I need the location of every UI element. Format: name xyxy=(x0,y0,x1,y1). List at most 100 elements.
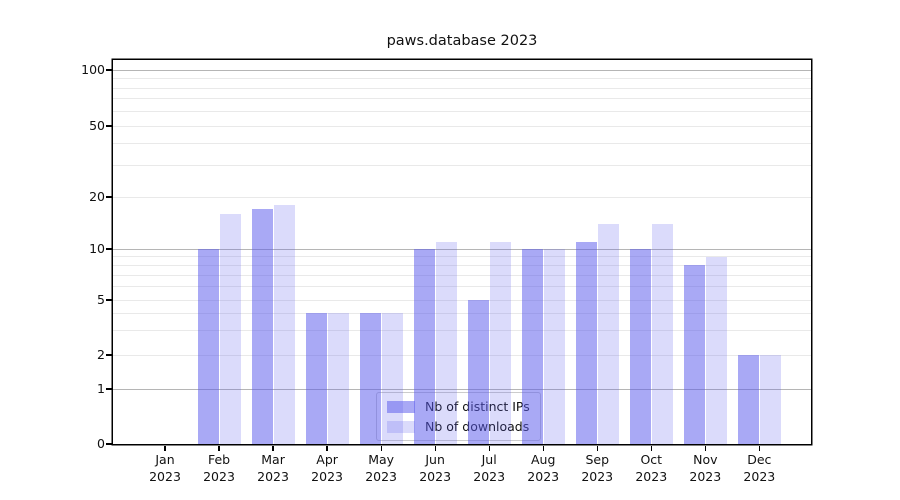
y-tick-mark-5 xyxy=(106,299,112,301)
x-tick-mark-Sep xyxy=(596,445,598,451)
gridline-minor-50 xyxy=(113,125,811,127)
x-tick-label-month: Oct xyxy=(640,452,663,467)
x-tick-label-Jan: Jan 2023 xyxy=(133,452,197,485)
chart-title: paws.database 2023 xyxy=(386,33,538,49)
bar-downloads-Aug xyxy=(543,249,565,444)
x-tick-label-year: 2023 xyxy=(743,468,776,484)
x-tick-label-Sep: Sep 2023 xyxy=(565,452,629,485)
x-tick-label-month: Aug xyxy=(530,452,556,467)
x-tick-mark-Jul xyxy=(488,445,490,451)
x-tick-label-month: Apr xyxy=(316,452,338,467)
gridline-minor-60 xyxy=(113,110,811,112)
x-tick-label-year: 2023 xyxy=(365,468,398,484)
y-tick-mark-1 xyxy=(106,388,112,390)
gridline-major-100 xyxy=(113,69,811,71)
gridline-minor-40 xyxy=(113,142,811,144)
bar-distinct-ips-Nov xyxy=(683,265,705,444)
x-tick-label-Jun: Jun 2023 xyxy=(403,452,467,485)
x-tick-label-month: Jun xyxy=(425,452,445,467)
x-tick-mark-Jan xyxy=(164,445,166,451)
x-tick-mark-Mar xyxy=(272,445,274,451)
bar-downloads-Jun xyxy=(435,241,457,444)
bar-distinct-ips-Aug xyxy=(521,249,543,444)
gridline-minor-5 xyxy=(113,299,811,301)
y-axis-tick-labels: 0 1 2 5 10 20 50 100 xyxy=(0,60,105,451)
x-tick-label-month: Jan xyxy=(155,452,175,467)
gridline-minor-3 xyxy=(113,330,811,332)
x-tick-label-Aug: Aug 2023 xyxy=(511,452,575,485)
y-tick-mark-10 xyxy=(106,248,112,250)
bar-downloads-Feb xyxy=(219,213,241,444)
x-tick-label-Feb: Feb 2023 xyxy=(187,452,251,485)
legend-swatch-downloads xyxy=(387,420,415,433)
y-tick-label-1: 1 xyxy=(97,381,105,396)
y-tick-label-10: 10 xyxy=(89,241,105,256)
x-tick-label-month: Mar xyxy=(261,452,285,467)
x-tick-label-year: 2023 xyxy=(581,468,614,484)
x-tick-mark-Dec xyxy=(758,445,761,451)
x-tick-label-Oct: Oct 2023 xyxy=(619,452,683,485)
y-tick-label-20: 20 xyxy=(89,189,105,204)
bar-distinct-ips-May xyxy=(359,313,381,444)
legend: Nb of distinct IPs Nb of downloads xyxy=(376,392,541,441)
x-tick-mark-May xyxy=(380,445,382,451)
x-tick-label-month: Sep xyxy=(585,452,610,467)
y-tick-label-5: 5 xyxy=(97,292,105,307)
bar-distinct-ips-Dec xyxy=(737,355,759,444)
x-tick-label-month: May xyxy=(368,452,395,467)
bar-downloads-May xyxy=(381,313,403,444)
x-tick-label-year: 2023 xyxy=(527,468,560,484)
bar-downloads-Sep xyxy=(597,223,619,444)
bar-downloads-Nov xyxy=(705,256,727,444)
gridline-minor-30 xyxy=(113,165,811,167)
bar-distinct-ips-Jun xyxy=(413,249,435,444)
bar-distinct-ips-Mar xyxy=(251,209,273,444)
x-tick-mark-Nov xyxy=(704,445,706,451)
x-tick-label-year: 2023 xyxy=(419,468,452,484)
bar-distinct-ips-Oct xyxy=(629,249,651,444)
gridline-major-1 xyxy=(113,388,811,390)
x-tick-label-Mar: Mar 2023 xyxy=(241,452,305,485)
x-tick-label-Apr: Apr 2023 xyxy=(295,452,359,485)
y-tick-mark-100 xyxy=(106,69,112,71)
legend-swatch-distinct-ips xyxy=(387,400,415,413)
x-tick-label-Nov: Nov 2023 xyxy=(673,452,737,485)
y-tick-label-0: 0 xyxy=(97,436,105,451)
bar-distinct-ips-Feb xyxy=(197,249,219,444)
y-tick-label-100: 100 xyxy=(81,62,105,77)
x-tick-mark-Apr xyxy=(326,445,328,451)
x-tick-label-May: May 2023 xyxy=(349,452,413,485)
gridline-minor-2 xyxy=(113,354,811,356)
bar-distinct-ips-Jul xyxy=(467,300,489,444)
x-tick-label-Dec: Dec 2023 xyxy=(727,452,791,485)
gridline-minor-20 xyxy=(113,196,811,198)
gridline-minor-8 xyxy=(113,264,811,266)
plot-area: Nb of distinct IPs Nb of downloads Jan20… xyxy=(106,60,811,484)
y-tick-mark-2 xyxy=(106,354,112,356)
gridline-minor-4 xyxy=(113,312,811,314)
gridline-minor-80 xyxy=(113,87,811,89)
x-tick-mark-Feb xyxy=(218,445,220,451)
x-tick-label-month: Dec xyxy=(747,452,772,467)
x-tick-label-month: Nov xyxy=(693,452,718,467)
bar-downloads-Jul xyxy=(489,241,511,444)
x-tick-mark-Aug xyxy=(542,445,544,451)
y-tick-mark-0 xyxy=(106,443,112,445)
bar-downloads-Mar xyxy=(273,204,295,444)
bar-distinct-ips-Sep xyxy=(575,241,597,444)
bar-downloads-Oct xyxy=(651,223,673,444)
y-tick-mark-20 xyxy=(106,196,112,198)
x-tick-mark-Jun xyxy=(434,445,436,451)
x-tick-mark-Oct xyxy=(650,445,652,451)
x-tick-label-year: 2023 xyxy=(473,468,506,484)
gridline-minor-90 xyxy=(113,78,811,79)
gridline-major-10 xyxy=(113,248,811,250)
bar-downloads-Apr xyxy=(327,313,349,444)
x-tick-label-year: 2023 xyxy=(203,468,235,484)
gridline-minor-6 xyxy=(113,286,811,288)
x-tick-label-year: 2023 xyxy=(149,468,181,484)
x-tick-label-year: 2023 xyxy=(311,468,343,484)
y-tick-label-2: 2 xyxy=(97,347,105,362)
x-tick-label-Jul: Jul 2023 xyxy=(457,452,521,485)
